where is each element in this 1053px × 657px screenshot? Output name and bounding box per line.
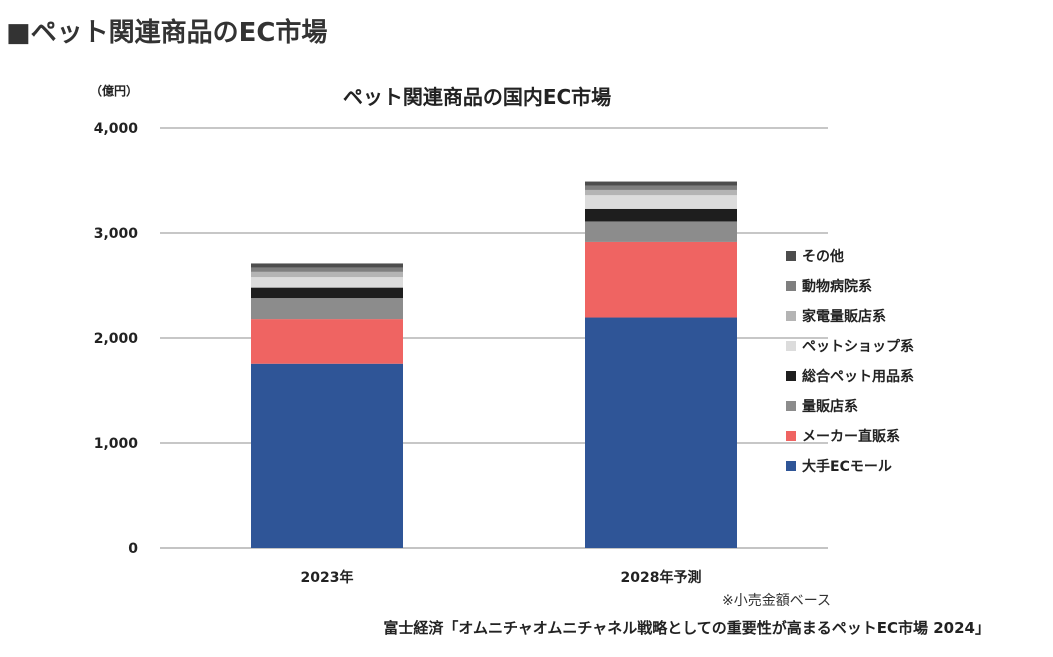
chart-note: ※小売金額ベース — [721, 593, 831, 609]
bar-segment — [251, 298, 403, 320]
x-tick-label: 2023年 — [301, 569, 354, 586]
bar-segment — [251, 267, 403, 272]
legend-swatch — [786, 401, 796, 411]
bar-segment — [585, 195, 737, 209]
y-tick-label: 0 — [128, 541, 138, 557]
y-axis-unit-label: （億円） — [90, 83, 138, 98]
page-title: ■ペット関連商品のEC市場 — [6, 18, 328, 48]
bar-segment — [585, 185, 737, 190]
legend-swatch — [786, 281, 796, 291]
legend-label: 総合ペット用品系 — [802, 368, 914, 385]
bar-segment — [251, 277, 403, 288]
legend-swatch — [786, 371, 796, 381]
legend-label: 量販店系 — [802, 398, 858, 415]
bar-segment — [251, 363, 403, 548]
x-tick-label: 2028年予測 — [621, 569, 702, 586]
bar-segment — [585, 181, 737, 186]
chart-title: ペット関連商品の国内EC市場 — [343, 85, 611, 109]
legend-label: 大手ECモール — [802, 458, 892, 475]
legend-label: 家電量販店系 — [802, 308, 886, 325]
legend-label: その他 — [802, 248, 844, 265]
bar-segment — [251, 319, 403, 364]
bar-segment — [585, 221, 737, 242]
bar-segment — [585, 317, 737, 548]
y-tick-label: 4,000 — [94, 121, 139, 137]
legend-swatch — [786, 461, 796, 471]
y-tick-label: 2,000 — [94, 331, 139, 347]
legend-swatch — [786, 311, 796, 321]
page-header: ■ペット関連商品のEC市場 — [0, 0, 1053, 72]
chart-source: 富士経済「オムニチャオムニチャネル戦略としての重要性が高まるペットEC市場 20… — [383, 619, 990, 637]
bar-segment — [251, 263, 403, 268]
legend-label: 動物病院系 — [802, 278, 872, 295]
stacked-bar-chart: ペット関連商品の国内EC市場 （億円） 0 1,000 2,000 3,000 4,000 2… — [90, 83, 914, 586]
legend-swatch — [786, 251, 796, 261]
bar-segment — [251, 271, 403, 278]
legend-swatch — [786, 431, 796, 441]
legend-swatch — [786, 341, 796, 351]
y-tick-label: 3,000 — [94, 226, 139, 242]
legend-label: メーカー直販系 — [802, 428, 900, 445]
chart-container: ペット関連商品の国内EC市場 （億円） 0 1,000 2,000 3,000 4,000 2… — [0, 72, 1053, 657]
y-tick-label: 1,000 — [94, 436, 139, 452]
legend-label: ペットショップ系 — [802, 338, 914, 355]
bar-segment — [585, 208, 737, 222]
bar-segment — [585, 241, 737, 318]
bar-segment — [585, 189, 737, 196]
bar-segment — [251, 287, 403, 299]
